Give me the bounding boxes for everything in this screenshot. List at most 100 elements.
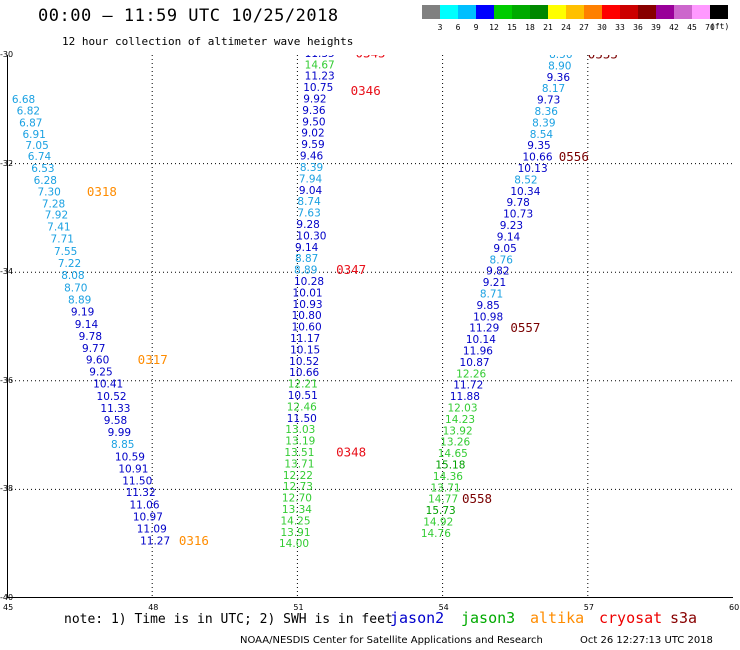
wave-height-value: 9.82 — [486, 266, 509, 278]
wave-height-value: 11.33 — [100, 403, 130, 415]
wave-height-value: 8.36 — [535, 106, 559, 118]
longitude-label: 51 — [293, 603, 304, 612]
pass-time-label: 0558 — [462, 491, 492, 506]
wave-height-value: 10.52 — [97, 391, 127, 403]
legend-jason2: jason2 — [390, 609, 445, 627]
wave-height-value: 11.23 — [305, 71, 335, 83]
wave-height-value: 7.71 — [51, 234, 74, 246]
color-swatch — [602, 5, 620, 19]
wave-height-value: 14.65 — [438, 448, 468, 460]
wave-height-value: 11.72 — [453, 380, 483, 392]
pass-time-label: 0317 — [138, 352, 168, 367]
legend-altika: altika — [530, 609, 585, 627]
wave-height-value: 14.36 — [433, 471, 463, 483]
wave-height-value: 10.34 — [510, 186, 540, 198]
color-scale-tick: 33 — [615, 23, 625, 32]
wave-height-map: 6.686.826.876.917.056.746.536.287.307.28… — [7, 55, 733, 598]
wave-height-value: 12.21 — [288, 379, 318, 391]
latitude-label: -30 — [0, 50, 14, 59]
wave-height-value: 9.14 — [295, 242, 319, 254]
wave-height-value: 6.53 — [31, 163, 54, 175]
color-swatch — [566, 5, 584, 19]
pass-time-label: 0556 — [559, 149, 589, 164]
color-scale-tick: 27 — [579, 23, 589, 32]
wave-height-value: 10.14 — [466, 334, 496, 346]
wave-height-value: 9.92 — [303, 94, 326, 106]
wave-height-value: 10.73 — [503, 209, 533, 221]
wave-height-value: 8.74 — [297, 196, 321, 208]
wave-height-value: 7.94 — [299, 173, 323, 185]
pass-time-label: 0347 — [336, 262, 366, 277]
wave-height-value: 9.14 — [75, 319, 99, 331]
color-swatch — [440, 5, 458, 19]
wave-height-value: 9.50 — [302, 116, 325, 128]
color-scale-tick: 12 — [489, 23, 499, 32]
wave-height-value: 13.92 — [443, 425, 473, 437]
color-scale-tick: 3 — [437, 23, 443, 32]
wave-height-value: 10.66 — [522, 152, 552, 164]
wave-height-value: 12.03 — [447, 402, 477, 414]
color-swatch — [674, 5, 692, 19]
wave-height-value: 9.36 — [547, 72, 571, 84]
wave-height-value: 9.78 — [506, 197, 529, 209]
legend-jason3: jason3 — [461, 609, 516, 627]
wave-height-value: 15.73 — [426, 505, 456, 517]
wave-height-value: 11.06 — [129, 500, 159, 512]
wave-height-value: 9.78 — [79, 331, 102, 343]
latitude-label: -34 — [0, 267, 14, 277]
wave-height-value: 6.87 — [19, 117, 42, 129]
wave-height-value: 7.22 — [58, 258, 81, 270]
wave-height-value: 11.35 — [305, 55, 335, 60]
pass-time-label: 0557 — [510, 320, 540, 335]
pass-time-label: 0318 — [87, 184, 117, 199]
color-scale-tick: 36 — [633, 23, 643, 32]
color-scale-bar — [422, 5, 728, 20]
wave-height-value: 8.56 — [549, 55, 573, 61]
wave-height-value: 8.89 — [294, 265, 317, 277]
wave-height-value: 13.51 — [284, 447, 314, 459]
color-scale-tick: 39 — [651, 23, 661, 32]
color-scale-tick: 18 — [525, 23, 535, 32]
generation-timestamp: Oct 26 12:27:13 UTC 2018 — [580, 635, 713, 646]
wave-height-value: 13.03 — [285, 424, 315, 436]
pass-time-label: 0316 — [179, 533, 209, 548]
page-title: 00:00 – 11:59 UTC 10/25/2018 — [38, 6, 339, 26]
wave-height-value: 9.36 — [302, 105, 326, 117]
wave-height-value: 10.59 — [115, 451, 145, 463]
wave-height-value: 14.76 — [421, 528, 451, 540]
wave-height-value: 10.80 — [292, 310, 322, 322]
wave-height-value: 7.63 — [297, 208, 320, 220]
color-scale-tick: 15 — [507, 23, 517, 32]
color-swatch — [710, 5, 728, 19]
wave-height-value: 8.85 — [111, 439, 134, 451]
color-scale-tick: 21 — [543, 23, 553, 32]
wave-height-value: 15.18 — [435, 460, 465, 472]
latitude-label: -40 — [0, 593, 14, 602]
wave-height-value: 9.85 — [476, 300, 499, 312]
wave-height-value: 9.21 — [483, 277, 506, 289]
color-swatch — [494, 5, 512, 19]
color-scale-tick: 24 — [561, 23, 571, 32]
wave-height-value: 14.00 — [279, 538, 309, 550]
wave-height-value: 8.90 — [548, 60, 571, 72]
wave-height-value: 9.14 — [497, 231, 521, 243]
wave-height-value: 8.54 — [530, 129, 554, 141]
wave-height-value: 10.97 — [133, 512, 163, 524]
pass-time-label: 0346 — [351, 83, 381, 98]
wave-height-value: 9.02 — [301, 128, 324, 140]
wave-height-value: 13.71 — [431, 482, 461, 494]
color-scale-tick: 42 — [669, 23, 679, 32]
wave-height-value: 9.46 — [300, 151, 324, 163]
color-swatch — [638, 5, 656, 19]
wave-height-value: 10.66 — [289, 367, 319, 379]
wave-height-value: 10.75 — [303, 82, 333, 94]
wave-height-value: 13.71 — [284, 458, 314, 470]
pass-time-label: 0348 — [336, 445, 366, 460]
wave-height-value: 8.39 — [300, 162, 323, 174]
wave-height-value: 8.52 — [514, 174, 537, 186]
wave-height-value: 11.29 — [469, 323, 499, 335]
wave-height-value: 7.05 — [25, 140, 48, 152]
wave-height-value: 11.96 — [463, 345, 493, 357]
longitude-label: 54 — [438, 603, 449, 612]
wave-height-value: 12.26 — [456, 368, 486, 380]
